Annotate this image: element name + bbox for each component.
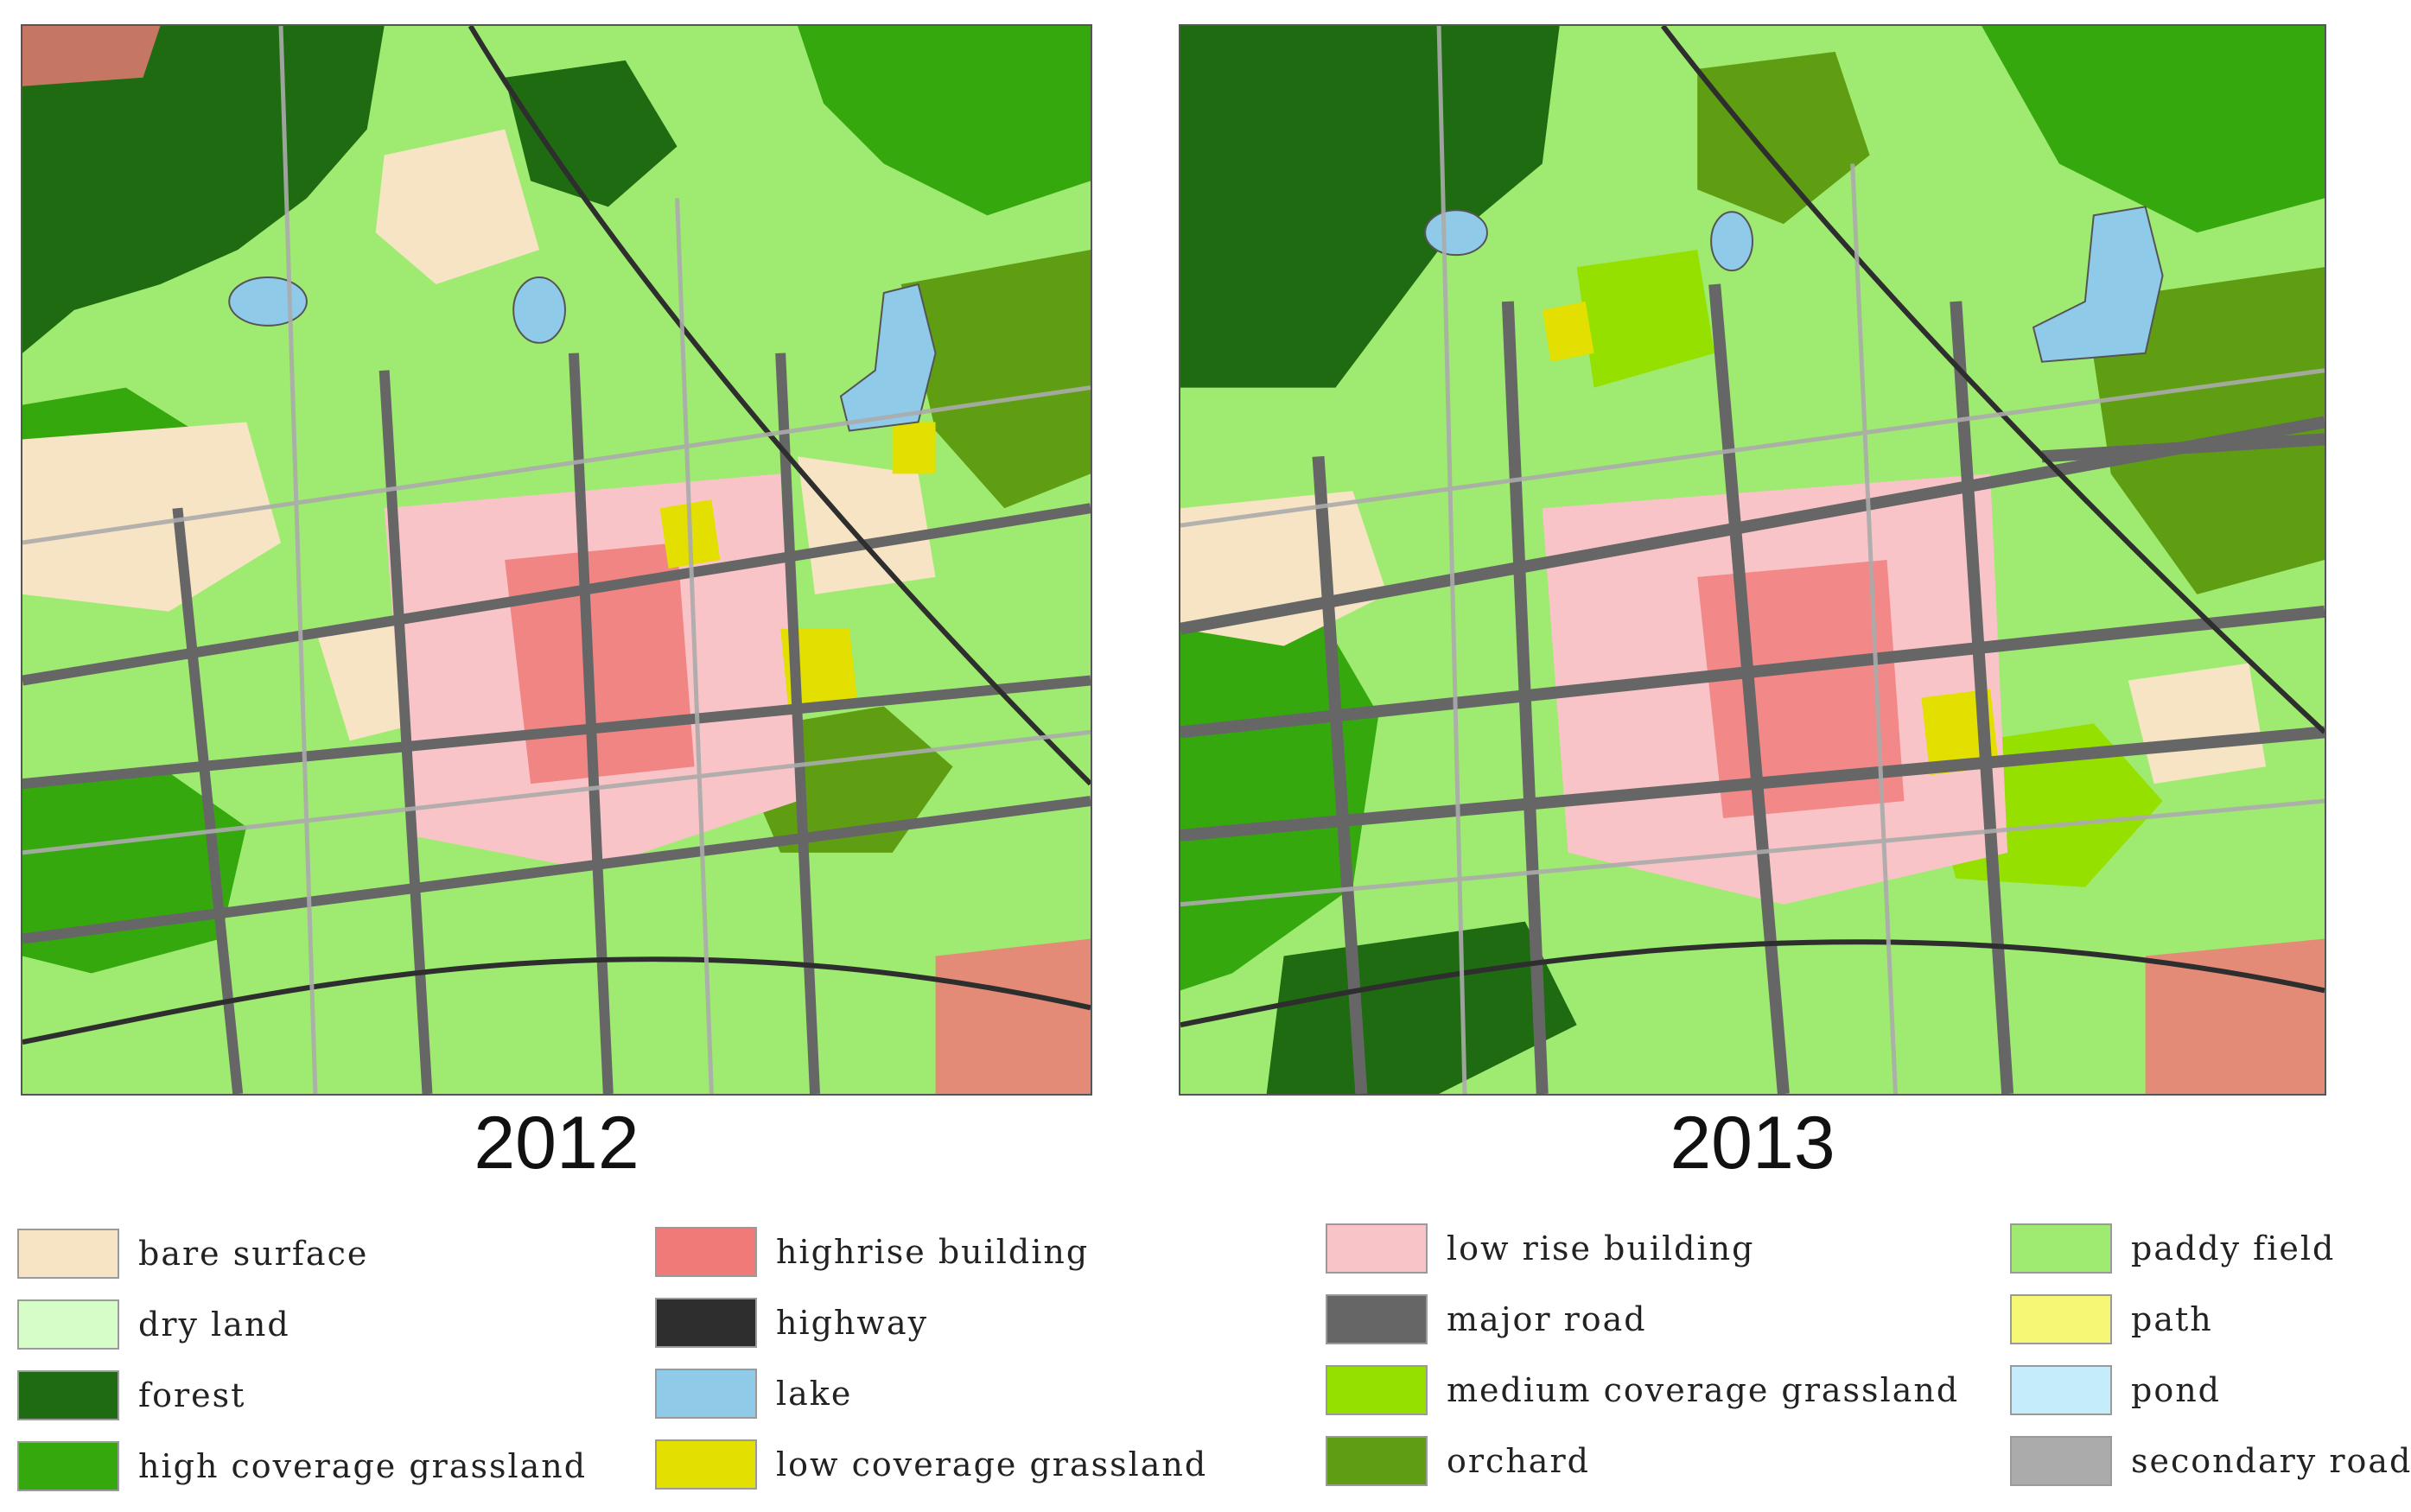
legend-item-secondary-road: secondary road	[2010, 1434, 2411, 1488]
legend-label: secondary road	[2131, 1442, 2411, 1480]
legend-label: major road	[1447, 1300, 1647, 1338]
legend-item-dry-land: dry land	[17, 1298, 290, 1351]
lake-swatch	[655, 1369, 757, 1419]
low-rise-building-swatch	[1326, 1223, 1428, 1274]
legend-label: highway	[776, 1304, 929, 1342]
land-cover-map-2013-image	[1180, 26, 2325, 1094]
legend: bare surface dry land forest high covera…	[0, 1218, 2411, 1503]
forest-swatch	[17, 1370, 119, 1420]
major-road-swatch	[1326, 1294, 1428, 1344]
legend-item-low-coverage-grassland: low coverage grassland	[655, 1438, 1207, 1491]
legend-item-orchard: orchard	[1326, 1434, 1590, 1488]
land-cover-map-2013	[1179, 24, 2326, 1096]
legend-item-highrise-building: highrise building	[655, 1225, 1089, 1279]
bare-surface-swatch	[17, 1229, 119, 1279]
legend-label: low coverage grassland	[776, 1445, 1208, 1483]
path-swatch	[2010, 1294, 2112, 1344]
high-coverage-grassland-swatch	[17, 1441, 119, 1491]
legend-item-highway: highway	[655, 1296, 928, 1350]
legend-label: pond	[2131, 1371, 2222, 1409]
legend-item-bare-surface: bare surface	[17, 1227, 368, 1280]
dry-land-swatch	[17, 1299, 119, 1350]
legend-label: low rise building	[1447, 1229, 1755, 1267]
highrise-building-swatch	[655, 1227, 757, 1277]
paddy-field-swatch	[2010, 1223, 2112, 1274]
year-label-2012: 2012	[474, 1102, 639, 1185]
legend-label: bare surface	[138, 1235, 369, 1273]
low-coverage-grassland-swatch	[655, 1439, 757, 1490]
year-label-2013: 2013	[1670, 1102, 1835, 1185]
legend-label: forest	[138, 1376, 246, 1414]
land-cover-map-2012-image	[22, 26, 1091, 1094]
legend-label: dry land	[138, 1306, 290, 1344]
land-cover-map-2012	[21, 24, 1092, 1096]
legend-item-low-rise-building: low rise building	[1326, 1222, 1754, 1275]
legend-item-pond: pond	[2010, 1363, 2221, 1417]
legend-item-major-road: major road	[1326, 1293, 1647, 1346]
legend-item-path: path	[2010, 1293, 2213, 1346]
orchard-swatch	[1326, 1436, 1428, 1486]
highway-swatch	[655, 1298, 757, 1348]
pond-swatch	[2010, 1365, 2112, 1415]
secondary-road-swatch	[2010, 1436, 2112, 1486]
legend-item-paddy-field: paddy field	[2010, 1222, 2335, 1275]
legend-label: paddy field	[2131, 1229, 2336, 1267]
legend-item-medium-coverage-grassland: medium coverage grassland	[1326, 1363, 1959, 1417]
legend-label: orchard	[1447, 1442, 1590, 1480]
legend-item-lake: lake	[655, 1367, 852, 1420]
legend-label: medium coverage grassland	[1447, 1371, 1960, 1409]
legend-item-forest: forest	[17, 1369, 245, 1422]
legend-item-high-coverage-grassland: high coverage grassland	[17, 1439, 587, 1493]
legend-label: highrise building	[776, 1233, 1090, 1271]
medium-coverage-grassland-swatch	[1326, 1365, 1428, 1415]
legend-label: high coverage grassland	[138, 1447, 588, 1485]
legend-label: lake	[776, 1375, 853, 1413]
legend-label: path	[2131, 1300, 2213, 1338]
